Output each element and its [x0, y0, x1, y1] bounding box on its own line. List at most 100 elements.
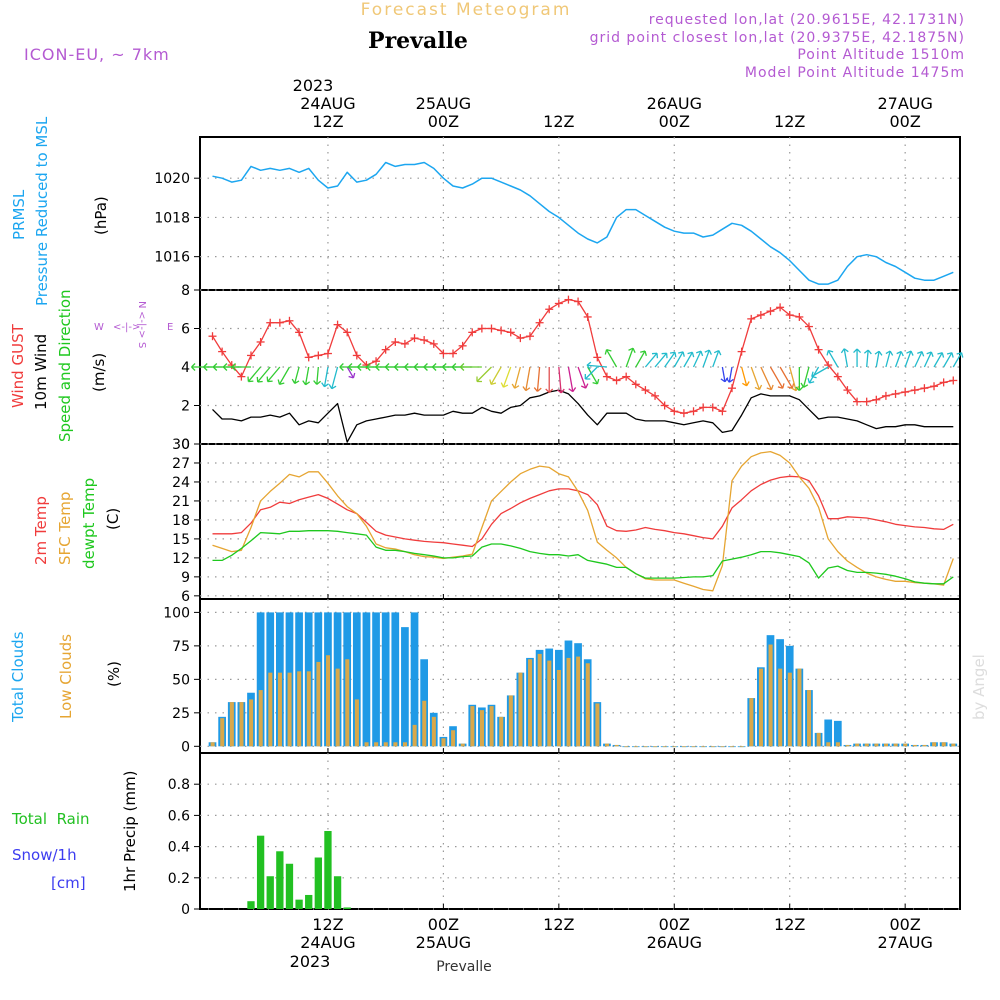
- wind-arrow-head: [811, 375, 817, 379]
- wind10m-label: 10m Wind: [32, 334, 50, 410]
- wind-arrow-head: [302, 380, 307, 386]
- total-clouds-bar: [381, 612, 390, 747]
- low-clouds-bar: [653, 746, 658, 748]
- wind-arrow-shaft: [267, 366, 281, 382]
- wind-arrow-shaft: [914, 351, 923, 368]
- wind-panel: 0 2 4 6 8: [181, 283, 964, 453]
- wind-arrow-shaft: [502, 366, 512, 388]
- bottom-date-label: 25AUG: [416, 933, 471, 952]
- y-tick-label: 8: [181, 283, 190, 299]
- wind-arrow-head: [572, 387, 577, 392]
- low-clouds-bar: [643, 746, 648, 748]
- low-clouds-bar: [739, 746, 744, 748]
- low-clouds-bar: [383, 742, 388, 747]
- rain-bar: [285, 863, 294, 909]
- wind-arrow-head: [718, 350, 722, 356]
- bottom-hour-label: 12Z: [543, 915, 574, 934]
- low-clouds-bar: [864, 743, 869, 747]
- wind-arrow: [476, 366, 492, 383]
- wind-arrow-head: [357, 366, 362, 371]
- low-clouds-bar: [364, 742, 369, 747]
- wind-arrow-head: [798, 386, 804, 391]
- wind-arrow-head: [777, 386, 783, 389]
- wind-arrow-head: [921, 351, 925, 357]
- wind-arrow-shaft: [476, 366, 492, 382]
- low-clouds-bar: [518, 672, 523, 747]
- wind-arrow-head: [946, 352, 953, 355]
- wind-arrow: [346, 366, 356, 379]
- wind-arrow-head: [191, 366, 196, 371]
- wind-arrow: [826, 349, 839, 368]
- low-clouds-bar: [681, 746, 687, 748]
- wind-arrow: [256, 366, 271, 383]
- low-clouds-bar: [826, 742, 831, 747]
- wind-arrow-shaft: [802, 366, 810, 388]
- wind-arrow-head: [951, 352, 954, 358]
- wind-arrow-head: [522, 386, 527, 392]
- wind-arrow-head: [682, 351, 685, 357]
- wind-arrow-shaft: [490, 366, 502, 385]
- wind-arrow-head: [853, 348, 858, 354]
- wind-arrow-head: [222, 366, 228, 371]
- total-clouds-bar: [362, 612, 371, 747]
- low-clouds-bar: [768, 644, 773, 747]
- wind-dir-label: Speed and Direction: [56, 289, 74, 442]
- low-clouds-bar: [807, 690, 812, 747]
- pressure-label-2: Pressure Reduced to MSL: [33, 116, 51, 306]
- wind-arrow-head: [442, 363, 447, 368]
- low-clouds-bar: [932, 742, 937, 747]
- wind-arrow-head: [404, 363, 409, 368]
- wind-arrow-head: [604, 349, 608, 355]
- wind-arrow: [489, 366, 502, 385]
- wind-arrow-head: [766, 387, 772, 391]
- low-clouds-bar: [903, 743, 908, 747]
- rain-bar: [333, 876, 342, 909]
- compass-arrow-v: <-|->: [136, 311, 147, 338]
- low-clouds-bar: [672, 746, 677, 748]
- y-tick-label: 12: [172, 551, 190, 567]
- wind-arrow: [587, 366, 600, 385]
- wind-arrow: [556, 366, 565, 394]
- wind-arrow-head: [489, 379, 492, 385]
- wind-arrow-shaft: [536, 366, 541, 392]
- wind-arrow-head: [807, 378, 810, 384]
- precip-unit: 1hr Precip (mm): [121, 771, 139, 892]
- tsfc-label: SFC Temp: [56, 492, 74, 565]
- wind-arrow-head: [503, 384, 509, 388]
- total-clouds-bar: [410, 612, 419, 747]
- temp-panel-labels: 2m Temp SFC Temp dewpt Temp (C): [32, 478, 122, 569]
- pressure-unit: (hPa): [92, 196, 110, 235]
- wind-arrow-head: [930, 351, 934, 357]
- low-clouds-bar: [787, 672, 792, 747]
- wind-arrow-head: [294, 380, 300, 384]
- wind-arrow-shaft: [923, 351, 932, 368]
- wind-arrow-shaft: [278, 366, 291, 385]
- wind-arrow-head: [580, 385, 587, 389]
- low-clouds-bar: [576, 656, 581, 747]
- y-tick-label: 27: [172, 456, 190, 472]
- wind-arrow: [894, 350, 904, 368]
- low-clouds-bar: [508, 695, 513, 747]
- wind-arrow-head: [413, 363, 419, 368]
- low-clouds-bar: [460, 743, 465, 747]
- low-clouds-bar: [354, 699, 359, 747]
- wind-arrow-shaft: [664, 351, 676, 368]
- y-tick-label: 0: [181, 902, 190, 918]
- y-tick-label: 0.4: [168, 840, 190, 856]
- top-hour-label: 00Z: [890, 112, 921, 131]
- wind-arrow: [635, 350, 647, 368]
- panel-frame: [199, 136, 961, 291]
- wind-arrow-head: [910, 350, 914, 356]
- wind-arrow-head: [586, 364, 591, 370]
- wind-arrow-head: [889, 350, 894, 356]
- y-tick-label: 0.6: [168, 808, 190, 824]
- wind-arrow: [459, 363, 482, 371]
- wind-arrow: [266, 366, 281, 383]
- wind-arrow-head: [537, 387, 542, 392]
- y-tick-label: 25: [172, 706, 190, 722]
- wind-arrow-head: [632, 347, 636, 354]
- wind-arrow-head: [754, 386, 760, 391]
- wind-arrow-shaft: [584, 366, 598, 380]
- low-clouds-bar: [220, 718, 225, 747]
- wind-arrow: [500, 366, 512, 388]
